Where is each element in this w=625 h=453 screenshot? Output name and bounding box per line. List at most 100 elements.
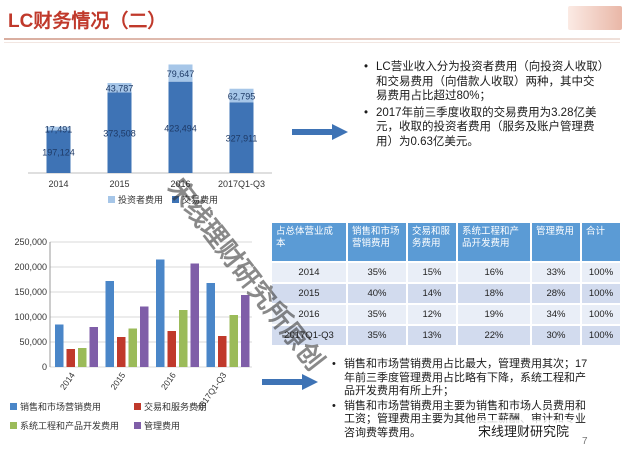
table-cell: 16% (458, 263, 530, 282)
bar-transaction-fee (168, 81, 193, 173)
legend-label: 交易费用 (182, 194, 218, 205)
table-cell: 35% (348, 326, 406, 345)
data-label: 327,911 (226, 134, 258, 144)
data-label: 62,795 (228, 92, 256, 102)
header-divider (4, 38, 620, 40)
bar-transaction-fee (107, 92, 132, 173)
bar-marketing (105, 281, 114, 367)
table-cell: 35% (348, 263, 406, 282)
header-divider-secondary (4, 42, 620, 43)
legend-label: 投资者费用 (118, 194, 163, 205)
brand-logo (568, 6, 622, 30)
cost-note-2: 销售和市场营销费用主要为销售和市场人员费用和工资；管理费用主要为其他员工薪酬、审… (332, 400, 596, 441)
table-header: 合计 (582, 223, 620, 261)
x-tick-label: 2016 (159, 370, 178, 391)
table-row: 2016 35% 12% 19% 34% 100% (272, 305, 620, 324)
right-arrow-icon (292, 124, 348, 140)
bar-investor-fee (229, 88, 254, 103)
legend-swatch (108, 196, 115, 203)
legend-label: 管理费用 (144, 420, 180, 431)
y-tick-label: 100,000 (14, 312, 47, 322)
table-cell: 28% (532, 284, 580, 303)
data-label: 43,787 (106, 84, 134, 94)
bar-admin (190, 263, 199, 367)
revenue-note-2: 2017年前三季度收取的交易费用为3.28亿美元，收取的投资者费用（服务及账户管… (364, 106, 605, 150)
table-header: 占总体营业成本 (272, 223, 346, 261)
cost-notes: 销售和市场营销费用占比最大，管理费用其次；17年前三季度管理费用占比略有下降，系… (328, 358, 596, 441)
bar-transaction-fee (229, 102, 254, 173)
table-header: 交易和服务费用 (408, 223, 456, 261)
x-tick-label: 2017Q1-Q3 (218, 179, 265, 189)
table-cell: 34% (532, 305, 580, 324)
legend-label: 系统工程和产品开发费用 (20, 420, 119, 431)
legend-swatch (134, 403, 141, 410)
bar-engineering (78, 348, 87, 367)
legend-swatch (134, 422, 141, 429)
revenue-note-1: LC营业收入分为投资者费用（向投资人收取）和交易费用（向借款人收取）两种，其中交… (364, 60, 605, 104)
table-cell: 30% (532, 326, 580, 345)
x-tick-label: 2014 (58, 370, 77, 391)
cost-breakdown-bar-chart: 0 50,000 100,000 150,000 200,000 250,000 2014 2… (10, 237, 252, 431)
revenue-notes: LC营业收入分为投资者费用（向投资人收取）和交易费用（向借款人收取）两种，其中交… (360, 60, 605, 150)
table-cell: 2015 (272, 284, 346, 303)
page-title: LC财务情况（二） (8, 11, 167, 32)
table-cell: 100% (582, 326, 620, 345)
bar-engineering (229, 315, 238, 367)
y-tick-label: 200,000 (14, 262, 47, 272)
data-label: 423,494 (164, 123, 197, 133)
table-cell: 15% (408, 263, 456, 282)
bar-transaction-fee (46, 130, 71, 173)
table-cell: 14% (408, 284, 456, 303)
bar-marketing (206, 283, 215, 367)
table-header: 系统工程和产品开发费用 (458, 223, 530, 261)
y-tick-label: 50,000 (19, 337, 47, 347)
legend-label: 交易和服务费用 (144, 401, 207, 412)
table-row: 2017Q1-Q3 35% 13% 22% 30% 100% (272, 326, 620, 345)
legend-swatch (10, 422, 17, 429)
table-cell: 100% (582, 305, 620, 324)
y-tick-label: 0 (42, 362, 47, 372)
table-cell: 2016 (272, 305, 346, 324)
bar-investor-fee (107, 82, 132, 93)
bar-investor-fee (168, 64, 193, 82)
bar-marketing (156, 259, 165, 367)
table-header: 销售和市场营销费用 (348, 223, 406, 261)
y-tick-label: 150,000 (14, 287, 47, 297)
bar-transaction-service (218, 336, 227, 367)
bar-engineering (128, 328, 137, 367)
table-header: 管理费用 (532, 223, 580, 261)
table-row: 2014 35% 15% 16% 33% 100% (272, 263, 620, 282)
bar-engineering (179, 310, 188, 367)
table-cell: 13% (408, 326, 456, 345)
legend-swatch (10, 403, 17, 410)
table-cell: 18% (458, 284, 530, 303)
bar-admin (140, 306, 149, 367)
table-cell: 33% (532, 263, 580, 282)
x-tick-label: 2015 (108, 370, 127, 391)
bar-transaction-service (66, 349, 75, 367)
legend-label: 销售和市场营销费用 (20, 401, 101, 412)
table-cell: 2017Q1-Q3 (272, 326, 346, 345)
table-cell: 40% (348, 284, 406, 303)
page-number: 7 (582, 436, 588, 447)
table-cell: 35% (348, 305, 406, 324)
table-cell: 19% (458, 305, 530, 324)
x-tick-label: 2014 (48, 179, 68, 189)
x-tick-label: 2016 (170, 179, 190, 189)
table-cell: 100% (582, 284, 620, 303)
bar-marketing (55, 324, 64, 367)
bar-admin (241, 295, 250, 367)
table-cell: 12% (408, 305, 456, 324)
right-arrow-icon (262, 374, 318, 390)
watermark-badge: 宋线理财研究院 (475, 420, 573, 441)
table-cell: 22% (458, 326, 530, 345)
data-label: 197,124 (42, 148, 75, 158)
table-row: 2015 40% 14% 18% 28% 100% (272, 284, 620, 303)
data-label: 79,647 (167, 69, 195, 79)
revenue-stacked-bar-chart: 197,124 17,491 2014 373,508 43,787 2015 423,49… (28, 64, 272, 205)
cost-ratio-table: 占总体营业成本 销售和市场营销费用 交易和服务费用 系统工程和产品开发费用 管理… (270, 221, 622, 347)
bar-admin (89, 327, 98, 367)
table-cell: 2014 (272, 263, 346, 282)
cost-note-1: 销售和市场营销费用占比最大，管理费用其次；17年前三季度管理费用占比略有下降，系… (332, 358, 596, 399)
table-cell: 100% (582, 263, 620, 282)
